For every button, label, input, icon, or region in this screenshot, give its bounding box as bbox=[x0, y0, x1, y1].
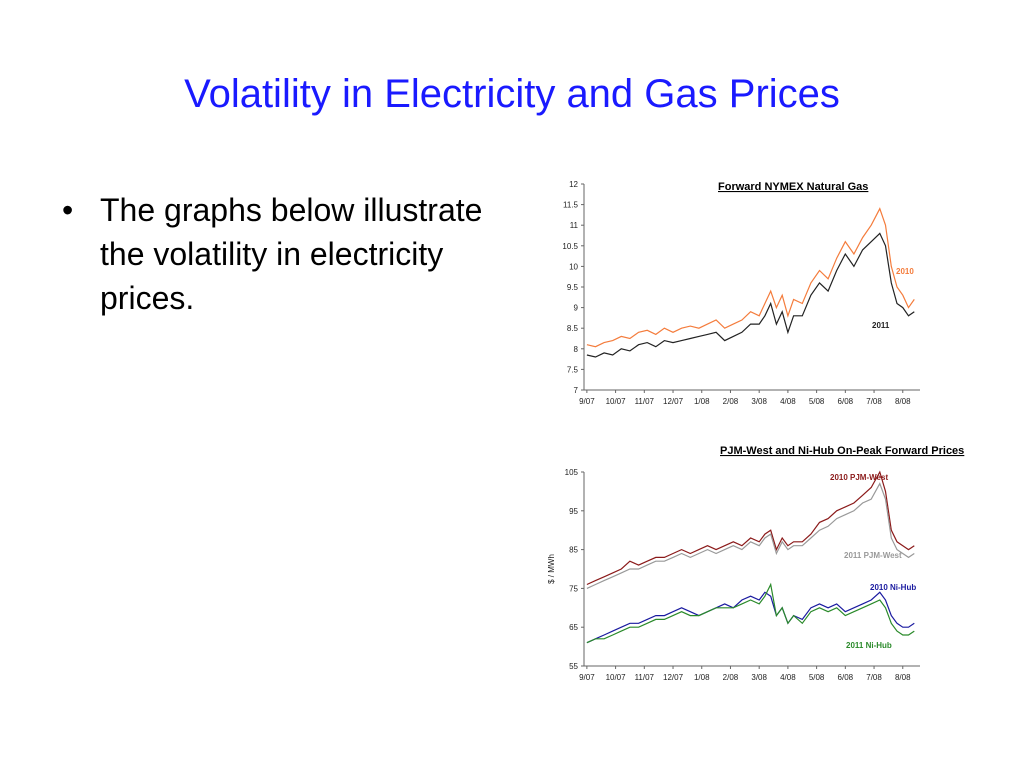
y-tick-label: 10 bbox=[569, 262, 578, 271]
x-tick-label: 9/07 bbox=[579, 397, 595, 406]
x-tick-label: 6/08 bbox=[838, 397, 854, 406]
series-line-2011-pjm-west bbox=[586, 482, 915, 589]
x-tick-label: 6/08 bbox=[838, 673, 854, 682]
y-tick-label: 7.5 bbox=[567, 365, 579, 374]
y-tick-label: 11.5 bbox=[563, 201, 579, 210]
bullet-text: The graphs below illustrate the volatili… bbox=[100, 192, 483, 316]
y-tick-label: 7 bbox=[574, 386, 579, 395]
series-label: 2011 PJM-West bbox=[844, 551, 902, 560]
slide-title: Volatility in Electricity and Gas Prices bbox=[184, 72, 840, 116]
bullet-dot: • bbox=[62, 192, 74, 228]
x-tick-label: 10/07 bbox=[606, 397, 627, 406]
series-line-2010-ni-hub bbox=[586, 591, 915, 644]
series-line-2010-pjm-west bbox=[586, 470, 915, 586]
x-tick-label: 8/08 bbox=[895, 673, 911, 682]
x-tick-label: 7/08 bbox=[866, 673, 882, 682]
series-line-2010 bbox=[586, 207, 915, 348]
chart-title: PJM-West and Ni-Hub On-Peak Forward Pric… bbox=[720, 445, 964, 457]
gas-price-chart: Forward NYMEX Natural Gas 12 11.5 11 10.5 10 9… bbox=[562, 180, 920, 406]
y-tick-label: 95 bbox=[569, 507, 578, 516]
x-tick-label: 11/07 bbox=[635, 397, 655, 406]
y-tick-label: 8 bbox=[574, 345, 579, 354]
x-tick-label: 3/08 bbox=[751, 397, 767, 406]
x-tick-label: 12/07 bbox=[663, 673, 684, 682]
x-tick-label: 5/08 bbox=[809, 397, 825, 406]
series-label: 2010 bbox=[896, 267, 914, 276]
y-axis-label: $ / MWh bbox=[547, 554, 556, 584]
x-tick-label: 4/08 bbox=[780, 397, 796, 406]
y-tick-label: 9.5 bbox=[567, 283, 579, 292]
y-tick-label: 8.5 bbox=[567, 324, 579, 333]
power-price-chart: PJM-West and Ni-Hub On-Peak Forward Pric… bbox=[547, 445, 964, 682]
y-tick-label: 10.5 bbox=[562, 242, 578, 251]
series-line-2011 bbox=[586, 232, 915, 358]
y-tick-label: 9 bbox=[574, 304, 579, 313]
series-label: 2010 Ni-Hub bbox=[870, 583, 916, 592]
x-tick-label: 4/08 bbox=[780, 673, 796, 682]
x-tick-label: 1/08 bbox=[694, 673, 710, 682]
chart-title: Forward NYMEX Natural Gas bbox=[718, 181, 868, 193]
series-label: 2011 bbox=[872, 321, 890, 330]
x-tick-label: 10/07 bbox=[606, 673, 627, 682]
x-tick-label: 5/08 bbox=[809, 673, 825, 682]
series-label: 2010 PJM-West bbox=[830, 473, 888, 482]
y-tick-label: 11 bbox=[570, 221, 579, 230]
x-tick-label: 2/08 bbox=[723, 397, 739, 406]
y-tick-label: 75 bbox=[569, 584, 578, 593]
y-tick-label: 105 bbox=[565, 468, 579, 477]
x-tick-label: 3/08 bbox=[751, 673, 767, 682]
x-tick-label: 7/08 bbox=[866, 397, 882, 406]
y-tick-label: 65 bbox=[569, 623, 578, 632]
series-label: 2011 Ni-Hub bbox=[846, 641, 892, 650]
x-tick-label: 12/07 bbox=[663, 397, 684, 406]
x-tick-label: 2/08 bbox=[723, 673, 739, 682]
y-tick-label: 85 bbox=[569, 546, 578, 555]
y-tick-label: 55 bbox=[569, 662, 578, 671]
x-tick-label: 1/08 bbox=[694, 397, 710, 406]
y-tick-label: 12 bbox=[569, 180, 578, 189]
series-line-2011-ni-hub bbox=[586, 582, 915, 644]
x-tick-label: 9/07 bbox=[579, 673, 595, 682]
x-tick-label: 11/07 bbox=[635, 673, 655, 682]
x-tick-label: 8/08 bbox=[895, 397, 911, 406]
